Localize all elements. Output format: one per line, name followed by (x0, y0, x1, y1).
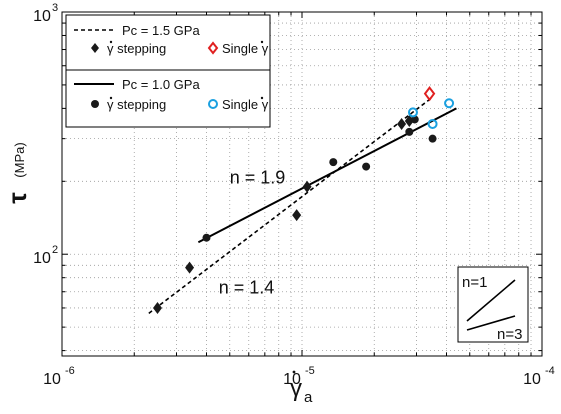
legend-dot-accent (260, 96, 264, 100)
fit-line-solid (197, 107, 457, 244)
inset-slope-n3 (466, 315, 516, 331)
legend-entry-label: Single γ (222, 41, 269, 56)
data-point-circle-open (427, 118, 438, 129)
x-tick-label: 10 (283, 371, 301, 388)
legend-entry-label: γ stepping (107, 41, 166, 56)
data-points (153, 86, 455, 314)
x-tick-label: 10 (523, 371, 541, 388)
legend-dot-accent (260, 40, 264, 44)
inset-label-n3: n=3 (497, 326, 522, 343)
inset-slope-n1 (466, 279, 516, 322)
legend-marker-diamond-filled (91, 43, 99, 53)
data-point-circle-filled (202, 233, 211, 242)
inset-label-n1: n=1 (462, 274, 487, 291)
legend-marker-diamond-open (207, 41, 219, 55)
data-point-circle-filled (410, 115, 419, 124)
data-point-diamond-filled (292, 209, 302, 222)
annotation-n-1-9: n = 1.9 (230, 167, 286, 187)
annotation-n-1-4: n = 1.4 (219, 277, 275, 297)
slope-inset: n=1 n=3 (457, 266, 529, 343)
data-point-circle-filled (428, 134, 437, 143)
legend: Pc = 1.5 GPa γ stepping Single γ Pc = 1.… (65, 14, 271, 128)
legend-line-label: Pc = 1.5 GPa (122, 23, 200, 38)
legend-entry-label: Single γ (222, 97, 269, 112)
x-tick-label: 10 (43, 371, 61, 388)
legend-dot-accent (109, 96, 113, 100)
legend-marker-circle-filled (91, 100, 99, 108)
data-point-circle-open (407, 107, 418, 118)
x-axis-label: γ a (290, 370, 313, 406)
legend-dot-accent (109, 40, 113, 44)
x-axis-dot-accent (292, 370, 296, 374)
data-point-diamond-filled (302, 180, 312, 193)
x-tick-label-exponent: -5 (305, 365, 315, 377)
x-axis-subscript: a (304, 389, 313, 406)
y-tick-label: 10 (33, 250, 51, 267)
legend-line-label: Pc = 1.0 GPa (122, 77, 200, 92)
legend-entry-label: γ stepping (107, 97, 166, 112)
y-tick-label-exponent: 3 (52, 2, 58, 14)
x-tick-label-exponent: -6 (65, 365, 75, 377)
y-axis-label: τ (MPa) (2, 142, 32, 204)
data-point-diamond-filled (185, 261, 195, 274)
y-tick-label: 10 (33, 8, 51, 25)
data-point-circle-filled (329, 158, 338, 167)
data-point-diamond-open (423, 86, 436, 102)
legend-box (65, 14, 271, 128)
data-point-circle-open (444, 98, 455, 109)
x-tick-label-exponent: -4 (545, 365, 555, 377)
data-point-circle-filled (405, 127, 414, 136)
axis-ticks: 10 -6 10 -5 10 -410 210 3 (33, 2, 555, 388)
y-axis-unit: (MPa) (12, 142, 27, 177)
data-point-diamond-filled (397, 117, 407, 130)
fit-line-dashed (148, 96, 434, 314)
y-axis-symbol: τ (2, 192, 32, 204)
data-point-diamond-filled (153, 301, 163, 314)
legend-group-1-5: Pc = 1.5 GPa γ stepping Single γ (74, 23, 269, 56)
legend-group-1-0: Pc = 1.0 GPa γ stepping Single γ (74, 77, 269, 112)
data-point-circle-filled (362, 162, 371, 171)
fit-lines (148, 96, 457, 314)
legend-marker-circle-open (208, 99, 218, 109)
x-axis-symbol: γ (290, 375, 302, 402)
y-tick-label-exponent: 2 (52, 244, 58, 256)
